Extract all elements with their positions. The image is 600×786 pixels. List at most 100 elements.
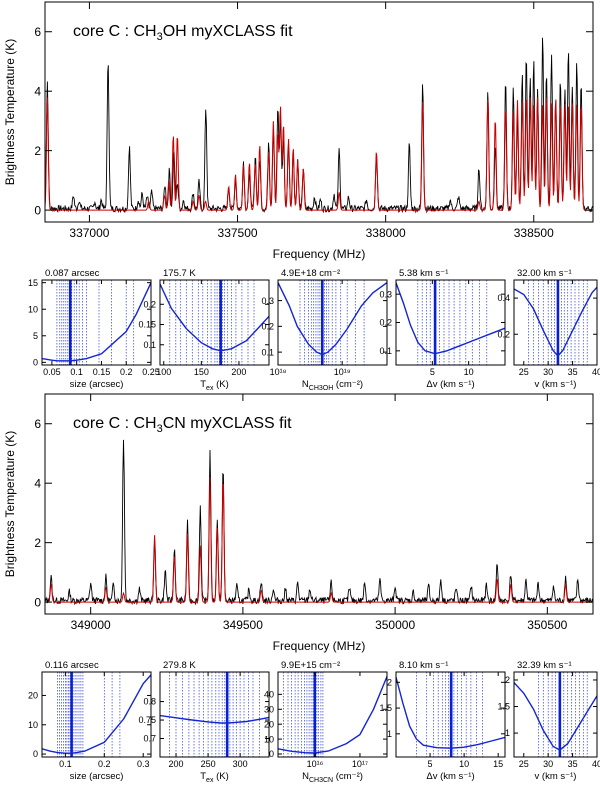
- y-tick-label: 10: [28, 720, 38, 730]
- chi2-panel-9: 9.9E+15 cm⁻² NCH3CN (cm⁻²) 10¹⁶ 10¹⁷ 0 10 20 30…: [264, 660, 388, 784]
- x-tick-label: 40: [592, 759, 600, 769]
- plot-area: [514, 672, 597, 757]
- chi2-panel-7: 0.116 arcsec size (arcsec) 0.1 0.2 0.3 0 10 20: [28, 660, 152, 782]
- x-tick-label: 0.1: [70, 367, 83, 377]
- plot-area: [42, 280, 151, 365]
- x-tick-label: 10: [459, 759, 469, 769]
- x-tick-label: 10¹⁹: [334, 367, 351, 377]
- x-tick-label: 349500: [223, 618, 263, 632]
- x-tick-label: 40: [592, 367, 600, 377]
- y-tick-label: 4: [34, 476, 41, 490]
- best-fit-value: 0.087 arcsec: [45, 268, 100, 279]
- x-axis-label: Frequency (MHz): [273, 247, 366, 261]
- x-tick-label: 0.1: [59, 759, 72, 769]
- x-tick-label: 0.2: [120, 367, 133, 377]
- y-tick-label: 40: [264, 690, 274, 700]
- x-tick-label: 10: [464, 367, 474, 377]
- chi2-curve: [514, 682, 597, 751]
- x-tick-label: 5: [428, 759, 433, 769]
- best-fit-value: 9.9E+15 cm⁻²: [281, 660, 340, 671]
- axes-frame: [44, 393, 594, 615]
- x-axis-label: size (arcsec): [70, 379, 124, 390]
- y-tick-label: 0.7: [143, 734, 156, 744]
- spectrum-panel-0: core C : CH3OH myXCLASS fit Frequency (MH…: [3, 1, 594, 261]
- axes-frame: [277, 671, 388, 758]
- observed-spectrum: [45, 439, 593, 606]
- x-axis-label: v (km s⁻¹): [535, 379, 577, 390]
- x-tick-label: 350500: [527, 618, 567, 632]
- chi2-curve: [396, 677, 505, 749]
- y-tick-label: 0: [33, 357, 38, 367]
- y-tick-label: 20: [28, 691, 38, 701]
- axes-frame: [513, 671, 598, 758]
- x-tick-label: 337500: [218, 226, 258, 240]
- x-tick-label: 0.3: [137, 759, 150, 769]
- x-tick-label: 100: [156, 367, 171, 377]
- x-tick-label: 337000: [69, 226, 109, 240]
- y-tick-label: 0.3: [379, 289, 392, 299]
- y-tick-label: 0.2: [261, 322, 274, 332]
- plot-area: [160, 672, 269, 757]
- x-tick-label: 338500: [514, 226, 554, 240]
- y-tick-label: 1.5: [379, 703, 392, 713]
- x-axis-label: Tex (K): [200, 379, 229, 392]
- chi2-curve: [396, 282, 505, 355]
- x-tick-label: 338000: [366, 226, 406, 240]
- y-tick-label: 0: [34, 203, 41, 217]
- chi2-panel-11: 32.39 km s⁻¹ v (km s⁻¹) 25 30 35 40 1 1.5 2: [497, 660, 600, 782]
- plot-area: [160, 280, 269, 365]
- y-tick-label: 6: [34, 25, 41, 39]
- x-tick-label: 25: [519, 759, 529, 769]
- y-tick-label: 6: [34, 417, 41, 431]
- best-fit-value: 4.9E+18 cm⁻²: [281, 268, 340, 279]
- y-tick-label: 30: [264, 704, 274, 714]
- best-fit-value: 8.10 km s⁻¹: [399, 660, 448, 671]
- y-tick-label: 2: [34, 144, 41, 158]
- best-fit-value: 5.38 km s⁻¹: [399, 268, 448, 279]
- axes-frame: [395, 671, 506, 758]
- y-tick-label: 5: [33, 331, 38, 341]
- y-tick-label: 0.1: [143, 340, 156, 350]
- chi2-curve: [42, 282, 151, 362]
- plot-area: [42, 672, 151, 757]
- chi2-curve: [160, 714, 269, 724]
- y-tick-label: 20: [264, 719, 274, 729]
- chi2-panel-2: 175.7 K Tex (K) 100 150 200 0.1 0.15 0.2: [138, 268, 270, 392]
- x-axis-label: NCH3CN (cm⁻²): [302, 771, 363, 784]
- y-tick-label: 0.8: [143, 697, 156, 707]
- x-tick-label: 349000: [71, 618, 111, 632]
- plot-area: [278, 280, 387, 365]
- y-tick-label: 15: [28, 278, 38, 288]
- y-tick-label: 4: [34, 84, 41, 98]
- best-fit-value: 279.8 K: [163, 660, 196, 671]
- axes-frame: [513, 279, 598, 366]
- best-fit-value: 0.116 arcsec: [45, 660, 99, 671]
- x-axis-label: Frequency (MHz): [273, 639, 366, 653]
- y-tick-label: 0.1: [379, 346, 392, 356]
- chi2-panel-10: 8.10 km s⁻¹ Δv (km s⁻¹) 5 10 15 1 1.5 2: [379, 660, 506, 782]
- plot-area: [278, 672, 387, 757]
- x-axis-label: size (arcsec): [70, 771, 124, 782]
- y-tick-label: 0.4: [497, 293, 510, 303]
- x-tick-label: 200: [231, 367, 246, 377]
- x-tick-label: 350000: [375, 618, 415, 632]
- y-tick-label: 2: [34, 536, 41, 550]
- y-tick-label: 1: [505, 728, 510, 738]
- y-tick-label: 0: [269, 749, 274, 759]
- plot-area: [45, 36, 593, 214]
- panel-title: core C : CH3CN myXCLASS fit: [73, 415, 292, 435]
- y-tick-label: 1.5: [497, 702, 510, 712]
- plot-area: [396, 280, 505, 365]
- x-tick-label: 10¹⁸: [270, 367, 287, 377]
- y-tick-label: 2: [387, 677, 392, 687]
- plot-area: [514, 280, 597, 365]
- spectrum-panel-6: core C : CH3CN myXCLASS fit Frequency (MH…: [3, 393, 594, 653]
- y-tick-label: 10: [264, 734, 274, 744]
- chi2-curve: [42, 674, 151, 754]
- y-tick-label: 2: [505, 675, 510, 685]
- x-tick-label: 30: [543, 367, 553, 377]
- x-tick-label: 200: [169, 759, 184, 769]
- axes-frame: [159, 279, 270, 366]
- plot-area: [396, 672, 505, 757]
